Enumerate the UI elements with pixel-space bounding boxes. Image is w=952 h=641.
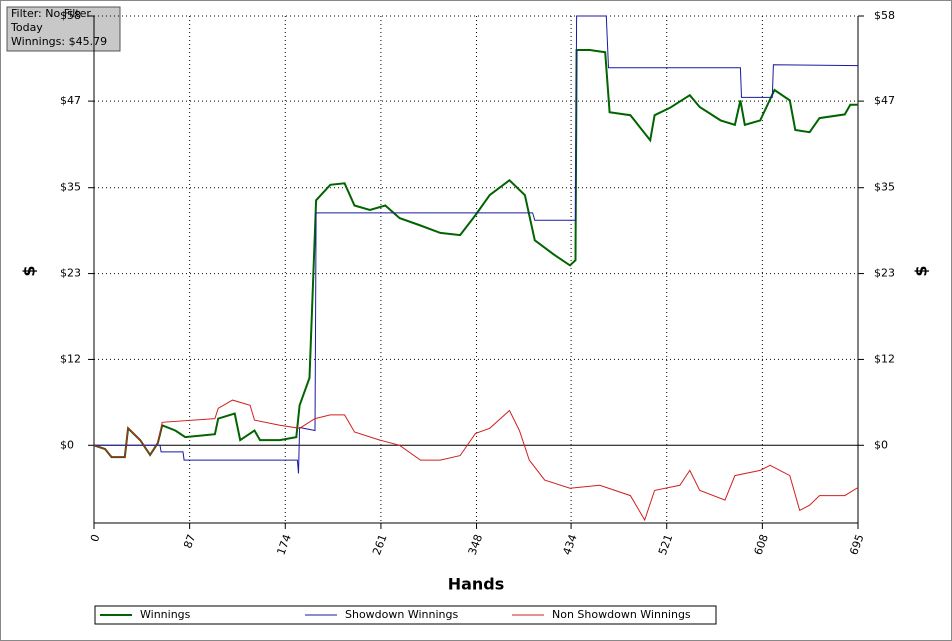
y2-tick-label: $35 — [874, 181, 895, 194]
y2-tick-label: $0 — [874, 438, 888, 451]
info-line: Filter: No Filter — [11, 7, 91, 20]
info-line: Winnings: $45.79 — [11, 35, 107, 48]
legend-label: Non Showdown Winnings — [552, 608, 691, 621]
y-tick-label: $47 — [60, 94, 81, 107]
info-line: Today — [10, 21, 43, 34]
legend-box — [94, 605, 717, 625]
y2-tick-label: $23 — [874, 267, 895, 280]
y2-tick-label: $47 — [874, 94, 895, 107]
y-tick-label: $12 — [60, 352, 81, 365]
series-line — [93, 399, 859, 522]
y-tick-label: $58 — [60, 9, 81, 22]
y2-tick-label: $12 — [874, 352, 895, 365]
y-tick-label: $0 — [60, 438, 74, 451]
x-axis-label: Hands — [448, 575, 505, 594]
series-line — [93, 49, 858, 459]
x-tick-label: 87 — [181, 533, 198, 551]
y2-axis-label: $ — [912, 265, 931, 276]
y-tick-label: $23 — [60, 267, 81, 280]
legend-label: Winnings — [140, 608, 191, 621]
series-line — [94, 15, 859, 474]
x-tick-label: 0 — [88, 533, 103, 544]
y2-tick-label: $58 — [874, 9, 895, 22]
y-tick-label: $35 — [60, 181, 81, 194]
legend-label: Showdown Winnings — [345, 608, 459, 621]
info-box: Filter: No Filter Today Winnings: $45.79 — [6, 6, 121, 52]
y-axis-label: $ — [20, 265, 39, 276]
info-bg — [6, 6, 121, 52]
